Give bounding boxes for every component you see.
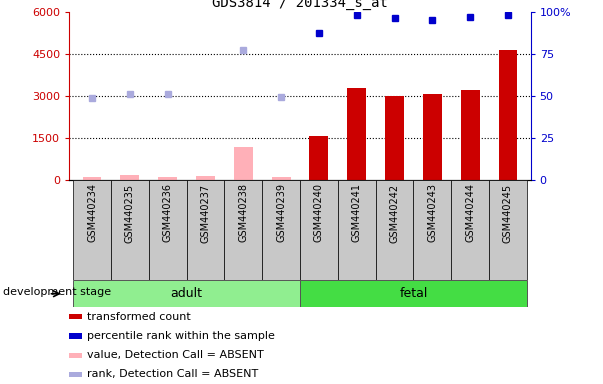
Text: GSM440242: GSM440242: [390, 184, 400, 243]
Text: rank, Detection Call = ABSENT: rank, Detection Call = ABSENT: [87, 369, 259, 379]
Bar: [423, 94, 442, 180]
Text: GSM440244: GSM440244: [465, 184, 475, 242]
Bar: [499, 50, 517, 180]
Bar: [338, 180, 376, 280]
Text: fetal: fetal: [399, 287, 428, 300]
Text: transformed count: transformed count: [87, 312, 191, 322]
Bar: [73, 180, 111, 280]
Bar: [262, 180, 300, 280]
Bar: [271, 177, 291, 180]
Text: GSM440236: GSM440236: [163, 184, 172, 242]
Bar: [69, 314, 82, 319]
Text: GSM440241: GSM440241: [352, 184, 362, 242]
Bar: [309, 136, 329, 180]
Text: GSM440237: GSM440237: [200, 184, 210, 243]
Bar: [451, 180, 489, 280]
Bar: [300, 280, 527, 307]
Bar: [489, 180, 527, 280]
Bar: [69, 353, 82, 358]
Text: value, Detection Call = ABSENT: value, Detection Call = ABSENT: [87, 350, 264, 360]
Bar: [121, 175, 139, 180]
Text: GSM440243: GSM440243: [428, 184, 437, 242]
Bar: [414, 180, 451, 280]
Bar: [69, 333, 82, 339]
Bar: [461, 90, 479, 180]
Bar: [73, 280, 300, 307]
Bar: [186, 180, 224, 280]
Bar: [69, 372, 82, 377]
Bar: [111, 180, 149, 280]
Bar: [83, 177, 101, 180]
Bar: [149, 180, 186, 280]
Title: GDS3814 / 201334_s_at: GDS3814 / 201334_s_at: [212, 0, 388, 10]
Text: GSM440240: GSM440240: [314, 184, 324, 242]
Text: development stage: development stage: [3, 287, 111, 297]
Bar: [385, 96, 404, 180]
Text: GSM440239: GSM440239: [276, 184, 286, 242]
Bar: [347, 88, 366, 180]
Bar: [158, 177, 177, 180]
Text: GSM440238: GSM440238: [238, 184, 248, 242]
Bar: [224, 180, 262, 280]
Text: GSM440235: GSM440235: [125, 184, 135, 243]
Bar: [300, 180, 338, 280]
Bar: [376, 180, 414, 280]
Bar: [234, 147, 253, 180]
Text: percentile rank within the sample: percentile rank within the sample: [87, 331, 275, 341]
Text: GSM440245: GSM440245: [503, 184, 513, 243]
Bar: [196, 176, 215, 180]
Text: adult: adult: [171, 287, 203, 300]
Text: GSM440234: GSM440234: [87, 184, 97, 242]
